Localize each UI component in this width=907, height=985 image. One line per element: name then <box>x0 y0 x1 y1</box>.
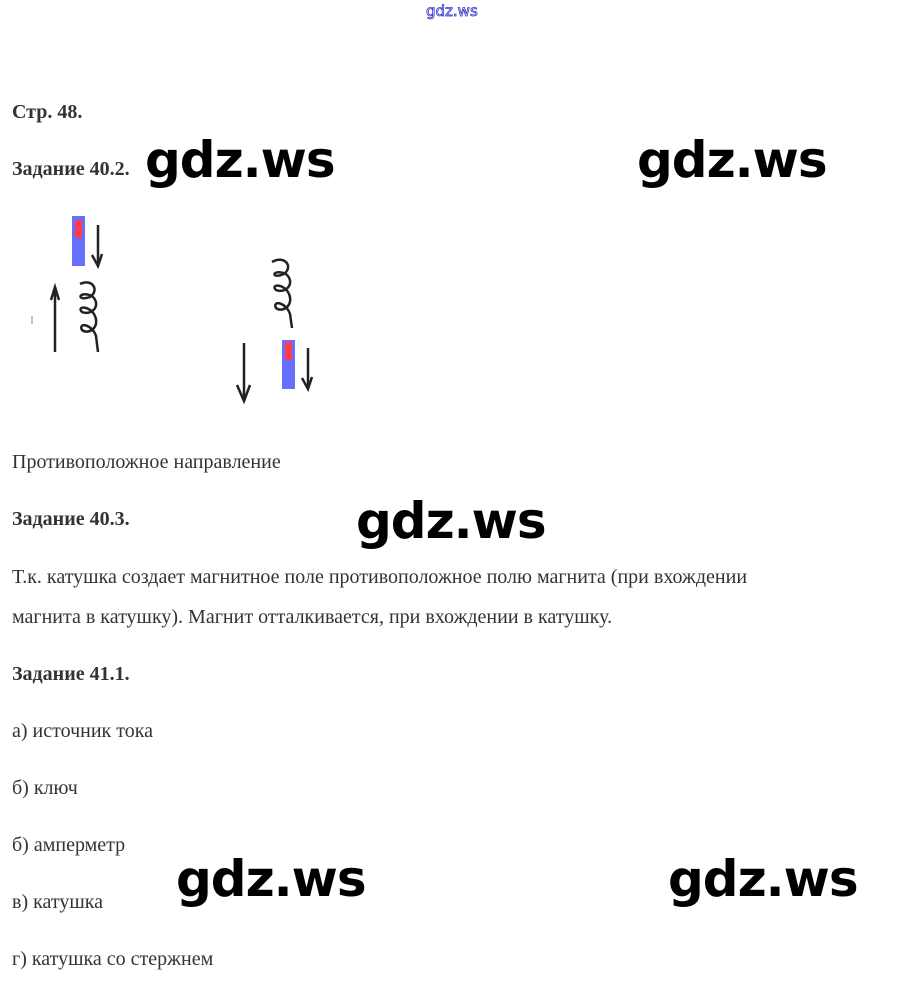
coil-1 <box>79 281 100 353</box>
watermark: gdz.ws <box>145 131 336 189</box>
task-title: Задание 40.2. <box>12 158 130 180</box>
arrow-down-icon <box>235 343 252 405</box>
arrow-down-icon <box>300 348 314 393</box>
watermark: gdz.ws <box>176 850 367 908</box>
site-link[interactable]: gdz.ws <box>426 2 479 21</box>
watermark: gdz.ws <box>356 492 547 550</box>
watermark: gdz.ws <box>668 850 859 908</box>
list-item: в) катушка <box>12 891 104 913</box>
task-text: магнита в катушку). Магнит отталкивается… <box>12 606 613 628</box>
magnet-1 <box>72 216 85 266</box>
list-item: б) амперметр <box>12 834 126 856</box>
page-number: Стр. 48. <box>12 101 83 123</box>
watermark: gdz.ws <box>637 131 828 189</box>
list-item: б) ключ <box>12 777 78 799</box>
magnet-2 <box>282 340 295 389</box>
task-answer: Противоположное направление <box>12 451 281 473</box>
task-title: Задание 40.3. <box>12 508 130 530</box>
arrow-up-icon <box>49 282 61 352</box>
arrow-down-icon <box>90 225 104 270</box>
list-item: а) источник тока <box>12 720 154 742</box>
magnet-coil-diagram <box>31 216 314 405</box>
task-text: Т.к. катушка создает магнитное поле прот… <box>12 566 748 588</box>
list-item: г) катушка со стержнем <box>12 948 214 970</box>
task-title: Задание 41.1. <box>12 663 130 685</box>
coil-2 <box>271 258 294 329</box>
